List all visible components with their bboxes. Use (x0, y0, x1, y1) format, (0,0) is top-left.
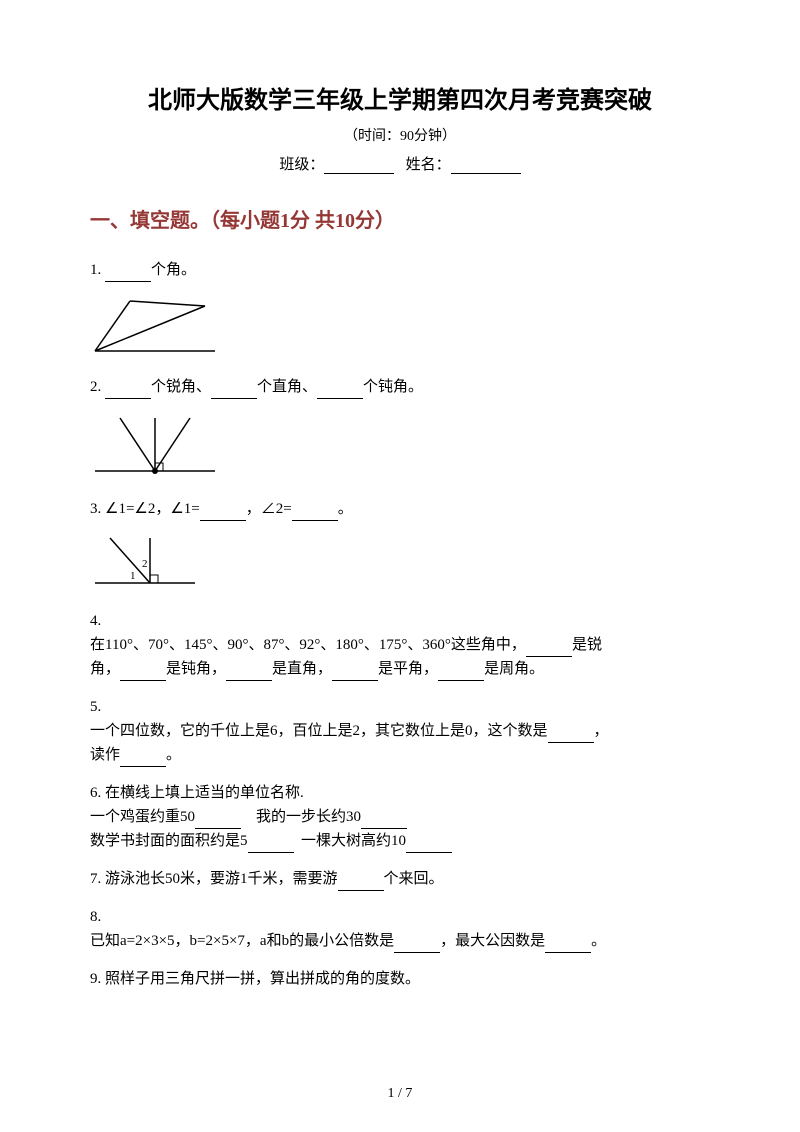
question-7: 7. 游泳池长50米，要游1千米，需要游 个来回。 (90, 867, 710, 891)
q5-line2b: 。 (166, 747, 181, 763)
q5-line1a: 一个四位数，它的千位上是6，百位上是2，其它数位上是0，这个数是 (90, 723, 548, 739)
blank (394, 938, 440, 953)
name-label: 姓名： (406, 157, 451, 173)
q4-line2b: 是钝角， (166, 661, 226, 677)
q8-line1c: 。 (591, 933, 606, 949)
q6-prefix: 6. 在横线上填上适当的单位名称. (90, 781, 710, 805)
q3-mid: ，∠2= (246, 501, 292, 517)
question-1: 1. 个角。 (90, 258, 710, 282)
blank (332, 666, 378, 681)
q5-line1b: ， (594, 723, 609, 739)
blank (548, 728, 594, 743)
page-title: 北师大版数学三年级上学期第四次月考竞赛突破 (90, 80, 710, 115)
q6-line1b: 我的一步长约30 (256, 809, 361, 825)
section-title: 一、填空题。（每小题1分 共10分） (90, 204, 710, 233)
class-blank (324, 158, 394, 174)
blank (105, 267, 151, 282)
blank (200, 506, 246, 521)
blank (438, 666, 484, 681)
q3-suffix: 。 (338, 501, 353, 517)
q8-line1a: 已知a=2×3×5，b=2×5×7，a和b的最小公倍数是 (90, 933, 394, 949)
q2-p3: 个钝角。 (363, 379, 423, 395)
blank (545, 938, 591, 953)
question-3: 3. ∠1=∠2，∠1= ，∠2= 。 (90, 497, 710, 521)
q4-line2a: 角， (90, 661, 120, 677)
name-blank (451, 158, 521, 174)
blank (226, 666, 272, 681)
question-5: 5. 一个四位数，它的千位上是6，百位上是2，其它数位上是0，这个数是 ， 读作 。 (90, 695, 710, 767)
q4-line2c: 是直角， (272, 661, 332, 677)
q6-line2a: 数学书封面的面积约是5 (90, 833, 248, 849)
q1-suffix: 个角。 (151, 262, 196, 278)
class-label: 班级： (279, 157, 324, 173)
question-4: 4. 在110°、70°、145°、90°、87°、92°、180°、175°、… (90, 609, 710, 681)
blank (195, 814, 241, 829)
q4-line1a: 在110°、70°、145°、90°、87°、92°、180°、175°、360… (90, 637, 526, 653)
q4-line2d: 是平角， (378, 661, 438, 677)
svg-text:2: 2 (142, 558, 148, 570)
blank (120, 752, 166, 767)
q3-prefix: 3. ∠1=∠2，∠1= (90, 501, 200, 517)
blank (526, 642, 572, 657)
question-6: 6. 在横线上填上适当的单位名称. 一个鸡蛋约重50 我的一步长约30 数学书封… (90, 781, 710, 853)
q5-prefix: 5. (90, 695, 710, 719)
q4-prefix: 4. (90, 609, 710, 633)
q1-prefix: 1. (90, 262, 105, 278)
blank (120, 666, 166, 681)
q6-line1a: 一个鸡蛋约重50 (90, 809, 195, 825)
q4-line1b: 是锐 (572, 637, 602, 653)
q8-prefix: 8. (90, 905, 710, 929)
blank (292, 506, 338, 521)
blank (211, 384, 257, 399)
q2-prefix: 2. (90, 379, 105, 395)
q2-p2: 个直角、 (257, 379, 317, 395)
time-label: （时间：90分钟） (90, 125, 710, 145)
q5-line2a: 读作 (90, 747, 120, 763)
q9-text: 9. 照样子用三角尺拼一拼，算出拼成的角的度数。 (90, 971, 420, 987)
q6-line2b: 一棵大树高约10 (301, 833, 406, 849)
q7-prefix: 7. 游泳池长50米，要游1千米，需要游 (90, 871, 338, 887)
blank (361, 814, 407, 829)
question-8: 8. 已知a=2×3×5，b=2×5×7，a和b的最小公倍数是 ，最大公因数是 。 (90, 905, 710, 953)
svg-text:1: 1 (130, 570, 136, 582)
q8-line1b: ，最大公因数是 (440, 933, 545, 949)
q3-figure: 1 2 (90, 535, 710, 595)
question-2: 2. 个锐角、 个直角、 个钝角。 (90, 375, 710, 399)
q7-suffix: 个来回。 (384, 871, 444, 887)
blank (338, 876, 384, 891)
q4-line2e: 是周角。 (484, 661, 544, 677)
question-9: 9. 照样子用三角尺拼一拼，算出拼成的角的度数。 (90, 967, 710, 991)
blank (406, 838, 452, 853)
blank (248, 838, 294, 853)
q2-p1: 个锐角、 (151, 379, 211, 395)
blank (105, 384, 151, 399)
q1-figure (90, 296, 710, 361)
page-number: 1 / 7 (0, 1086, 800, 1102)
q2-figure (90, 413, 710, 483)
blank (317, 384, 363, 399)
info-line: 班级： 姓名： (90, 153, 710, 174)
